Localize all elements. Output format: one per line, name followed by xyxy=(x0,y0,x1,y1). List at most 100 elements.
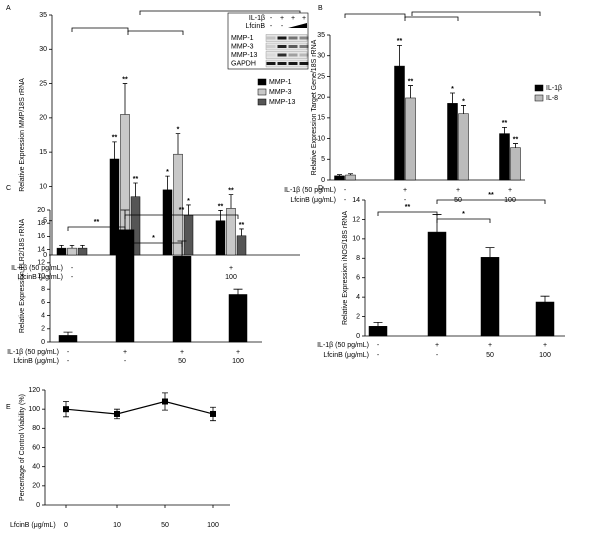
y-tick-label: 120 xyxy=(28,387,40,394)
y-tick-label: 0 xyxy=(41,339,45,346)
legend-label: MMP-1 xyxy=(269,79,292,86)
blot-band xyxy=(299,62,309,65)
y-tick-label: 35 xyxy=(317,32,325,39)
y-axis-label: Relative Expression MMP/18S rRNA xyxy=(19,78,26,192)
bar xyxy=(77,247,88,256)
blot-band xyxy=(277,62,287,65)
x-row-value: + xyxy=(180,349,184,356)
x-row-value: - xyxy=(67,349,70,356)
blot-band xyxy=(299,36,309,40)
error-bar xyxy=(63,331,73,336)
blot-band xyxy=(266,62,276,65)
y-tick-label: 0 xyxy=(356,333,360,340)
x-row-label: IL-1β (50 pg/mL) xyxy=(317,342,369,349)
x-row-value: + xyxy=(123,349,127,356)
y-axis-label: Relative Expression iNOS/18S rRNA xyxy=(342,211,349,325)
error-bar xyxy=(233,288,243,295)
x-row-value: 50 xyxy=(178,358,186,365)
bar xyxy=(535,301,555,337)
x-row-value: 50 xyxy=(486,352,494,359)
blot-band xyxy=(277,53,287,57)
y-tick-label: 5 xyxy=(43,218,47,225)
significance-marker: * xyxy=(166,169,169,176)
error-bar xyxy=(120,209,130,230)
x-row-value: - xyxy=(71,274,74,281)
bar xyxy=(499,133,510,181)
y-tick-label: 14 xyxy=(352,197,360,204)
significance-bracket xyxy=(127,30,184,35)
x-row-label: IL-1β (50 pg/mL) xyxy=(7,349,59,356)
legend-swatch xyxy=(534,84,544,92)
significance-marker: ** xyxy=(228,188,234,195)
blot-band xyxy=(299,53,309,57)
significance-marker: ** xyxy=(133,176,139,183)
x-row-value: + xyxy=(508,187,512,194)
significance-marker: ** xyxy=(502,120,508,127)
y-tick-label: 25 xyxy=(39,80,47,87)
bar xyxy=(228,294,248,343)
error-bar xyxy=(112,141,117,159)
bar xyxy=(183,214,194,256)
y-tick-label: 12 xyxy=(37,260,45,267)
x-row-value: + xyxy=(488,342,492,349)
inset-lane: + xyxy=(302,15,306,22)
y-axis-label: Relative Expression TLR2/18S rRNA xyxy=(19,219,26,334)
blot-label: MMP-13 xyxy=(231,52,258,59)
error-bar xyxy=(80,245,85,249)
bracket-label: ** xyxy=(405,204,411,211)
legend-label: IL-8 xyxy=(546,95,558,102)
x-row-value: 100 xyxy=(225,274,237,281)
x-row-value: - xyxy=(377,342,380,349)
y-tick-label: 40 xyxy=(32,464,40,471)
bar xyxy=(447,103,458,181)
significance-bracket xyxy=(377,211,438,216)
x-row-value: - xyxy=(404,197,407,204)
x-tick-label: 100 xyxy=(207,522,219,529)
error-bar xyxy=(513,143,518,148)
error-bar xyxy=(69,245,75,249)
panel-label: D xyxy=(318,185,323,192)
x-row-value: + xyxy=(435,342,439,349)
y-tick-label: 15 xyxy=(39,149,47,156)
y-tick-label: 0 xyxy=(321,177,325,184)
y-tick-label: 4 xyxy=(41,312,45,319)
significance-bracket xyxy=(124,242,183,247)
y-tick-label: 10 xyxy=(37,273,45,280)
bar xyxy=(368,326,388,337)
significance-bracket xyxy=(124,214,239,219)
error-bar xyxy=(432,214,442,233)
bar xyxy=(427,231,447,337)
y-tick-label: 5 xyxy=(321,156,325,163)
significance-marker: * xyxy=(462,98,465,105)
blot-band xyxy=(277,36,287,40)
significance-marker: ** xyxy=(239,222,245,229)
bar xyxy=(334,175,345,181)
inset-lane: + xyxy=(280,15,284,22)
blot-band xyxy=(288,53,298,57)
error-bar xyxy=(502,126,507,134)
y-tick-label: 2 xyxy=(41,326,45,333)
y-tick-label: 12 xyxy=(352,216,360,223)
blot-band xyxy=(266,36,276,40)
point xyxy=(114,410,120,417)
bar xyxy=(405,97,416,181)
y-tick-label: 10 xyxy=(317,135,325,142)
error-bar xyxy=(122,83,128,115)
significance-bracket xyxy=(67,226,126,231)
x-row-value: + xyxy=(236,349,240,356)
panel-label: C xyxy=(6,185,11,192)
bar xyxy=(56,247,67,256)
x-row-label: LfcinB (μg/mL) xyxy=(17,274,63,281)
y-tick-label: 8 xyxy=(356,255,360,262)
x-row-label: IL-1β (50 pg/mL) xyxy=(11,265,63,272)
panel-label: B xyxy=(318,5,323,12)
significance-marker: ** xyxy=(397,38,403,45)
significance-marker: ** xyxy=(408,78,414,85)
error-bar xyxy=(348,173,353,176)
bracket-label: * xyxy=(152,235,155,242)
bracket-label: ** xyxy=(94,219,100,226)
inset-lane: - xyxy=(270,15,273,22)
y-tick-label: 20 xyxy=(32,483,40,490)
y-tick-label: 18 xyxy=(37,220,45,227)
error-bar xyxy=(337,174,342,176)
